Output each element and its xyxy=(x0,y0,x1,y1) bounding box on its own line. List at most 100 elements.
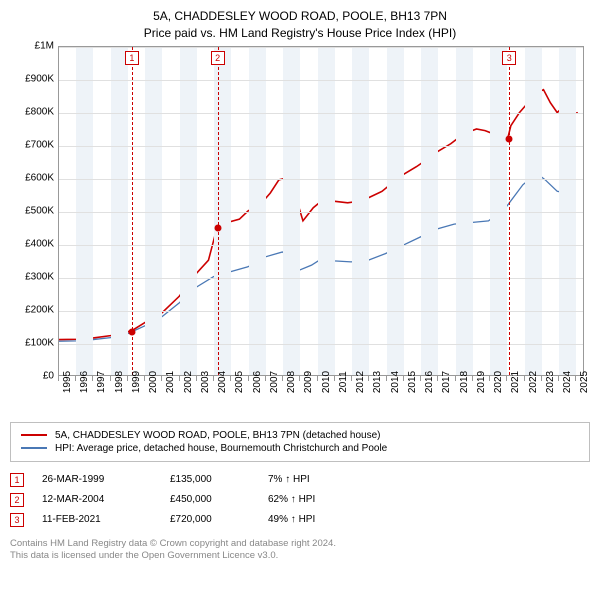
sale-row-date: 12-MAR-2004 xyxy=(42,494,152,505)
year-band xyxy=(111,47,128,375)
legend-item: HPI: Average price, detached house, Bour… xyxy=(21,442,579,455)
year-band xyxy=(352,47,369,375)
x-tick-mark xyxy=(230,376,231,381)
sale-row-date: 11-FEB-2021 xyxy=(42,514,152,525)
sale-row: 2 12-MAR-2004 £450,000 62% ↑ HPI xyxy=(10,490,590,510)
sale-row-number: 2 xyxy=(10,493,24,507)
x-tick-mark xyxy=(179,376,180,381)
sale-row: 3 11-FEB-2021 £720,000 49% ↑ HPI xyxy=(10,510,590,530)
x-tick-mark xyxy=(248,376,249,381)
x-tick-mark xyxy=(144,376,145,381)
x-tick-label: 2021 xyxy=(510,370,521,392)
x-tick-mark xyxy=(472,376,473,381)
plot-area: 1 2 3 xyxy=(58,46,584,376)
x-tick-label: 1998 xyxy=(114,370,125,392)
year-band xyxy=(145,47,162,375)
y-tick-label: £300K xyxy=(10,271,54,282)
x-tick-label: 2002 xyxy=(183,370,194,392)
x-tick-label: 2009 xyxy=(303,370,314,392)
sale-row: 126-MAR-1999£135,0007% ↑ HPI xyxy=(10,470,590,490)
sale-dot xyxy=(506,135,513,142)
x-tick-mark xyxy=(420,376,421,381)
sales-table: 126-MAR-1999£135,0007% ↑ HPI212-MAR-2004… xyxy=(10,470,590,530)
legend-swatch xyxy=(21,447,47,449)
h-gridline xyxy=(59,179,583,180)
x-tick-label: 2020 xyxy=(493,370,504,392)
h-gridline xyxy=(59,344,583,345)
chart-container: 5A, CHADDESLEY WOOD ROAD, POOLE, BH13 7P… xyxy=(0,0,600,568)
footer: Contains HM Land Registry data © Crown c… xyxy=(10,538,590,563)
h-gridline xyxy=(59,80,583,81)
x-tick-label: 2023 xyxy=(545,370,556,392)
x-tick-mark xyxy=(541,376,542,381)
x-tick-label: 2024 xyxy=(562,370,573,392)
x-tick-mark xyxy=(506,376,507,381)
x-tick-mark xyxy=(265,376,266,381)
sale-marker-line xyxy=(132,47,133,375)
sale-row-pct: 49% ↑ HPI xyxy=(268,514,358,525)
legend-label: 5A, CHADDESLEY WOOD ROAD, POOLE, BH13 7P… xyxy=(55,430,381,441)
x-tick-mark xyxy=(386,376,387,381)
legend-swatch xyxy=(21,434,47,436)
legend: 5A, CHADDESLEY WOOD ROAD, POOLE, BH13 7P… xyxy=(10,422,590,462)
x-tick-mark xyxy=(196,376,197,381)
x-tick-mark xyxy=(58,376,59,381)
h-gridline xyxy=(59,212,583,213)
x-tick-label: 2025 xyxy=(579,370,590,392)
x-tick-label: 2022 xyxy=(528,370,539,392)
y-tick-label: £200K xyxy=(10,304,54,315)
sale-marker-number: 1 xyxy=(125,51,139,65)
x-tick-mark xyxy=(213,376,214,381)
year-band xyxy=(421,47,438,375)
x-tick-mark xyxy=(299,376,300,381)
x-tick-mark xyxy=(437,376,438,381)
sale-row-number: 3 xyxy=(10,513,24,527)
x-tick-label: 2012 xyxy=(355,370,366,392)
year-band xyxy=(456,47,473,375)
x-tick-label: 2016 xyxy=(424,370,435,392)
x-tick-label: 2008 xyxy=(286,370,297,392)
sale-row-number: 1 xyxy=(10,473,24,487)
h-gridline xyxy=(59,47,583,48)
sale-marker-number: 2 xyxy=(211,51,225,65)
x-tick-label: 1996 xyxy=(79,370,90,392)
y-tick-label: £600K xyxy=(10,172,54,183)
y-tick-label: £0 xyxy=(10,370,54,381)
x-tick-label: 2013 xyxy=(372,370,383,392)
sale-marker-line xyxy=(509,47,510,375)
year-band xyxy=(249,47,266,375)
year-band xyxy=(559,47,576,375)
year-band xyxy=(318,47,335,375)
x-tick-label: 1997 xyxy=(96,370,107,392)
year-band xyxy=(387,47,404,375)
x-tick-label: 2019 xyxy=(476,370,487,392)
year-band xyxy=(525,47,542,375)
sale-row-price: £450,000 xyxy=(170,494,250,505)
x-tick-mark xyxy=(351,376,352,381)
x-tick-label: 2001 xyxy=(165,370,176,392)
x-tick-label: 2011 xyxy=(338,371,349,393)
x-tick-label: 2000 xyxy=(148,370,159,392)
x-tick-mark xyxy=(161,376,162,381)
y-tick-label: £800K xyxy=(10,106,54,117)
x-tick-mark xyxy=(110,376,111,381)
x-tick-mark xyxy=(558,376,559,381)
sale-row-pct: 62% ↑ HPI xyxy=(268,494,358,505)
h-gridline xyxy=(59,146,583,147)
sale-dot xyxy=(128,329,135,336)
x-tick-mark xyxy=(524,376,525,381)
sale-row-price: £720,000 xyxy=(170,514,250,525)
sale-row-pct: 7% ↑ HPI xyxy=(268,474,358,485)
chart-title: 5A, CHADDESLEY WOOD ROAD, POOLE, BH13 7P… xyxy=(10,8,590,42)
title-line2: Price paid vs. HM Land Registry's House … xyxy=(10,25,590,42)
year-band xyxy=(283,47,300,375)
h-gridline xyxy=(59,311,583,312)
year-band xyxy=(76,47,93,375)
sale-dot xyxy=(214,225,221,232)
x-tick-label: 2014 xyxy=(390,370,401,392)
x-tick-label: 1995 xyxy=(62,370,73,392)
sale-row-price: £135,000 xyxy=(170,474,250,485)
sale-marker-number: 3 xyxy=(502,51,516,65)
x-tick-label: 1999 xyxy=(131,370,142,392)
chart-area: £0£100K£200K£300K£400K£500K£600K£700K£80… xyxy=(10,46,590,416)
